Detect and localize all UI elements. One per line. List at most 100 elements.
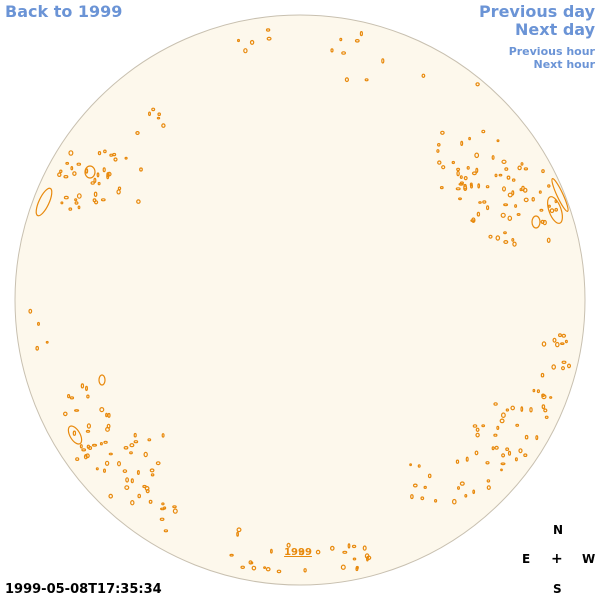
contour-mark bbox=[109, 153, 114, 157]
contour-region bbox=[551, 178, 569, 212]
contour-mark bbox=[362, 545, 367, 551]
contour-mark bbox=[554, 207, 559, 212]
contour-mark bbox=[494, 173, 498, 178]
contour-mark bbox=[72, 430, 77, 436]
magnetic-contours bbox=[28, 28, 571, 574]
contour-mark bbox=[468, 136, 472, 141]
contour-mark bbox=[523, 197, 529, 203]
contour-mark bbox=[57, 172, 62, 178]
contour-mark bbox=[417, 464, 421, 468]
compass-north: N bbox=[553, 523, 564, 537]
contour-mark bbox=[148, 499, 153, 504]
contour-mark bbox=[496, 139, 500, 143]
contour-mark bbox=[549, 208, 555, 214]
contour-mark bbox=[330, 48, 334, 53]
contour-mark bbox=[151, 107, 156, 112]
contour-mark bbox=[299, 550, 305, 556]
contour-mark bbox=[486, 485, 491, 491]
contour-mark bbox=[341, 51, 347, 55]
contour-mark bbox=[339, 37, 343, 42]
contour-mark bbox=[135, 131, 140, 136]
contour-mark bbox=[470, 184, 474, 189]
contour-mark bbox=[351, 544, 357, 549]
contour-mark bbox=[93, 191, 98, 197]
contour-mark bbox=[436, 143, 441, 147]
contour-mark bbox=[99, 407, 105, 413]
contour-mark bbox=[511, 178, 516, 182]
contour-mark bbox=[123, 445, 129, 450]
contour-mark bbox=[410, 494, 414, 500]
contour-mark bbox=[86, 394, 90, 399]
contour-mark bbox=[456, 167, 461, 172]
contour-mark bbox=[116, 461, 121, 467]
contour-mark bbox=[68, 207, 73, 211]
contour-mark bbox=[85, 453, 90, 459]
contour-mark bbox=[104, 460, 110, 466]
contour-mark bbox=[276, 569, 282, 574]
contour-mark bbox=[237, 38, 241, 43]
contour-mark bbox=[107, 412, 111, 418]
contour-mark bbox=[412, 483, 418, 488]
contour-mark bbox=[147, 438, 152, 442]
contour-mark bbox=[342, 550, 348, 554]
contour-region bbox=[98, 374, 106, 386]
contour-mark bbox=[464, 493, 468, 498]
contour-mark bbox=[251, 565, 257, 571]
contour-mark bbox=[440, 130, 445, 135]
contour-mark bbox=[161, 123, 166, 128]
contour-mark bbox=[459, 481, 465, 486]
contour-mark bbox=[510, 405, 516, 411]
contour-mark bbox=[552, 337, 557, 343]
contour-mark bbox=[236, 527, 242, 533]
contour-mark bbox=[150, 473, 155, 477]
contour-mark bbox=[65, 161, 70, 165]
contour-mark bbox=[35, 345, 40, 351]
previous-day-link[interactable]: Previous day bbox=[478, 2, 595, 21]
next-day-link[interactable]: Next day bbox=[515, 20, 595, 39]
contour-mark bbox=[475, 427, 480, 432]
contour-mark bbox=[494, 445, 499, 450]
contour-mark bbox=[266, 36, 272, 41]
contour-mark bbox=[505, 447, 510, 452]
contour-region bbox=[67, 425, 83, 445]
contour-mark bbox=[106, 173, 110, 180]
next-hour-link[interactable]: Next hour bbox=[533, 58, 596, 71]
contour-mark bbox=[329, 545, 335, 551]
contour-mark bbox=[547, 204, 551, 208]
contour-mark bbox=[286, 542, 291, 548]
contour-mark bbox=[463, 176, 468, 181]
contour-mark bbox=[420, 496, 425, 501]
contour-mark bbox=[105, 412, 108, 418]
contour-mark bbox=[172, 505, 177, 509]
contour-mark bbox=[155, 461, 161, 466]
contour-mark bbox=[117, 186, 122, 191]
contour-mark bbox=[159, 517, 165, 522]
contour-mark bbox=[63, 174, 69, 179]
contour-mark bbox=[561, 360, 567, 364]
contour-mark bbox=[80, 383, 85, 389]
previous-hour-link[interactable]: Previous hour bbox=[508, 45, 595, 58]
contour-mark bbox=[124, 156, 128, 160]
contour-mark bbox=[137, 493, 142, 499]
contour-mark bbox=[503, 231, 507, 235]
contour-mark bbox=[493, 433, 498, 437]
contour-mark bbox=[551, 364, 557, 370]
contour-mark bbox=[475, 432, 480, 438]
contour-mark bbox=[498, 173, 503, 177]
contour-mark bbox=[488, 234, 493, 239]
contour-mark bbox=[491, 446, 495, 451]
contour-mark bbox=[60, 201, 64, 205]
contour-mark bbox=[511, 237, 515, 242]
contour-mark bbox=[532, 388, 536, 393]
contour-mark bbox=[263, 566, 267, 569]
year-link[interactable]: 1999 bbox=[284, 547, 312, 558]
contour-mark bbox=[45, 340, 49, 344]
contour-mark bbox=[477, 183, 481, 189]
contour-mark bbox=[481, 129, 486, 134]
contour-mark bbox=[66, 394, 71, 399]
contour-mark bbox=[524, 434, 529, 440]
contour-mark bbox=[93, 200, 99, 205]
back-to-year-link[interactable]: Back to 1999 bbox=[5, 2, 123, 21]
contour-mark bbox=[69, 396, 75, 400]
